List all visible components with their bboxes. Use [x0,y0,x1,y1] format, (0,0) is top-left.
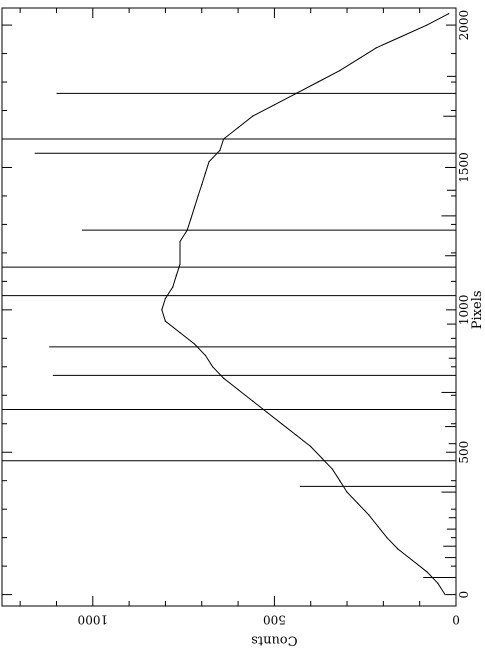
data-point [317,81,319,83]
data-series [161,13,450,596]
x-axis-label: Pixels [470,290,485,329]
data-point [164,297,166,300]
y-tick-label: 1000 [78,613,109,627]
series-line [161,13,449,595]
data-point [237,127,239,129]
data-point [426,24,428,26]
tick-marks [2,8,457,606]
data-point [175,275,177,277]
y-axis-label: Counts [251,633,297,648]
data-point [426,571,428,573]
data-point [252,115,254,117]
data-point [219,149,221,151]
data-point [204,172,206,174]
plot-border [1,7,457,607]
data-point [179,240,181,243]
data-point [190,218,192,220]
data-point [237,389,239,391]
data-point [212,366,214,368]
data-point [339,70,341,72]
y-tick-label: 500 [263,613,286,627]
data-point [400,35,403,38]
data-point [273,104,275,106]
x-tick-label: 1500 [457,152,471,183]
data-point [172,286,174,288]
tick-labels: 0 500 1000 1500 2000 0 500 1000 [78,10,471,627]
data-point [179,263,181,265]
data-point [368,514,370,516]
spike-lines [2,75,456,579]
data-point [161,309,163,311]
data-point [193,206,196,208]
data-point [357,58,359,60]
data-point [437,582,439,584]
data-point [281,423,283,425]
data-point [164,320,166,322]
data-point [448,13,450,15]
data-point [444,594,446,596]
data-point [295,434,297,436]
x-tick-label: 0 [457,591,471,599]
data-point [411,559,413,562]
data-point [223,377,225,379]
data-point [266,411,268,413]
data-point [386,537,388,539]
x-tick-label: 1000 [457,295,471,326]
data-point [179,332,181,334]
data-point [346,491,348,493]
data-point [357,502,359,505]
x-tick-label: 2000 [457,10,471,41]
plot-frame [1,7,457,607]
data-point [197,195,199,197]
data-point [321,457,323,459]
data-point [204,354,206,356]
data-point [377,525,379,527]
data-point [193,343,196,345]
data-point [310,445,312,448]
data-point [252,400,254,402]
y-tick-label: 0 [452,613,460,627]
data-point [375,47,377,49]
axis-labels: Pixels Counts [251,290,485,647]
data-point [397,548,399,550]
data-point [201,184,203,186]
data-point [208,161,210,163]
data-point [331,468,334,470]
data-point [339,480,341,482]
data-point [179,252,181,254]
x-tick-label: 500 [457,441,471,464]
